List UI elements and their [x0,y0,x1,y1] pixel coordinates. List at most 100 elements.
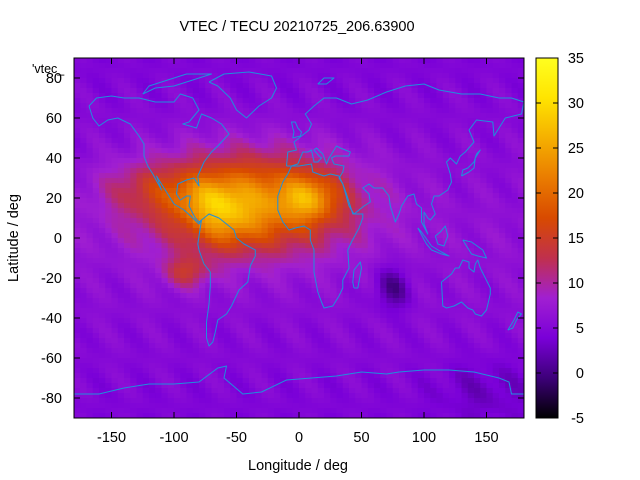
heatmap-cell [99,153,106,159]
heatmap-cell [324,353,331,359]
heatmap-cell [361,328,369,334]
heatmap-cell [461,153,469,159]
heatmap-cell [492,223,500,229]
heatmap-cell [349,188,356,194]
heatmap-cell [111,348,119,354]
heatmap-cell [424,178,431,184]
heatmap-cell [236,88,244,94]
heatmap-cell [305,73,312,79]
heatmap-cell [267,58,275,64]
heatmap-cell [149,68,156,74]
heatmap-cell [124,403,131,409]
heatmap-cell [199,303,206,309]
heatmap-cell [86,363,94,369]
heatmap-cell [155,303,162,309]
heatmap-cell [236,198,244,204]
heatmap-cell [249,108,256,114]
heatmap-cell [474,173,481,179]
heatmap-cell [474,73,481,79]
heatmap-cell [480,168,487,174]
heatmap-cell [286,378,294,384]
heatmap-cell [155,393,162,399]
heatmap-cell [217,163,225,169]
heatmap-cell [330,348,337,354]
heatmap-cell [380,358,387,364]
heatmap-cell [417,98,425,104]
heatmap-cell [424,148,431,154]
heatmap-cell [199,213,206,219]
heatmap-cell [167,238,175,244]
heatmap-cell [111,398,119,404]
heatmap-cell [430,138,437,144]
heatmap-cell [417,383,425,389]
heatmap-cell [224,313,231,319]
heatmap-cell [111,183,119,189]
heatmap-cell [174,358,181,364]
heatmap-cell [199,178,206,184]
heatmap-cell [136,213,144,219]
heatmap-cell [80,268,87,274]
heatmap-cell [292,373,300,379]
heatmap-cell [242,293,250,299]
heatmap-cell [236,348,244,354]
heatmap-cell [367,103,375,109]
heatmap-cell [80,383,87,389]
heatmap-cell [374,333,381,339]
heatmap-cell [355,363,362,369]
heatmap-cell [399,253,406,259]
heatmap-cell [324,123,331,129]
heatmap-cell [149,343,156,349]
heatmap-cell [286,303,294,309]
heatmap-cell [336,273,344,279]
heatmap-cell [255,348,262,354]
heatmap-cell [261,283,269,289]
heatmap-cell [74,78,81,84]
heatmap-cell [286,298,294,304]
heatmap-cell [317,253,325,259]
heatmap-cell [261,368,269,374]
heatmap-cell [342,238,350,244]
heatmap-cell [111,258,119,264]
heatmap-cell [117,58,125,64]
heatmap-cell [330,268,337,274]
heatmap-cell [355,93,362,99]
heatmap-cell [136,228,144,234]
heatmap-cell [74,153,81,159]
heatmap-cell [505,333,512,339]
heatmap-cell [330,133,337,139]
heatmap-cell [499,193,506,199]
heatmap-cell [80,173,87,179]
heatmap-cell [86,278,94,284]
heatmap-cell [499,128,506,134]
heatmap-cell [274,368,281,374]
heatmap-cell [124,83,131,89]
heatmap-cell [174,253,181,259]
heatmap-cell [99,193,106,199]
heatmap-cell [230,323,237,329]
heatmap-cell [380,198,387,204]
heatmap-cell [361,243,369,249]
heatmap-cell [461,158,469,164]
heatmap-cell [299,248,306,254]
heatmap-cell [111,158,119,164]
heatmap-cell [74,103,81,109]
heatmap-cell [511,63,519,69]
heatmap-cell [211,173,219,179]
heatmap-cell [492,203,500,209]
heatmap-cell [486,383,494,389]
heatmap-cell [480,183,487,189]
heatmap-cell [205,123,212,129]
heatmap-cell [249,258,256,264]
heatmap-cell [417,183,425,189]
heatmap-cell [211,188,219,194]
heatmap-cell [174,168,181,174]
heatmap-cell [424,273,431,279]
heatmap-cell [380,313,387,319]
heatmap-cell [405,258,412,264]
heatmap-cell [286,313,294,319]
heatmap-cell [161,373,169,379]
heatmap-cell [149,88,156,94]
heatmap-cell [424,133,431,139]
heatmap-cell [261,68,269,74]
heatmap-cell [211,263,219,269]
